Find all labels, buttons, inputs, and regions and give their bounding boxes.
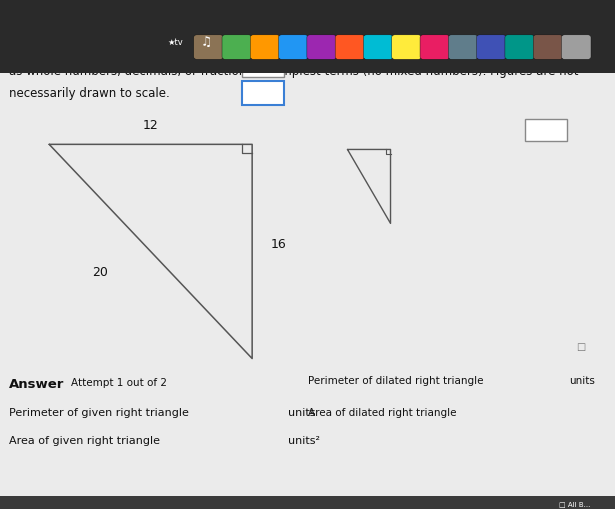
Text: 20: 20 xyxy=(92,266,108,279)
Text: units²: units² xyxy=(288,435,320,445)
FancyBboxPatch shape xyxy=(477,36,506,60)
Text: 16: 16 xyxy=(271,238,287,251)
FancyBboxPatch shape xyxy=(533,36,563,60)
FancyBboxPatch shape xyxy=(561,36,591,60)
FancyBboxPatch shape xyxy=(420,36,450,60)
FancyBboxPatch shape xyxy=(194,36,223,60)
Text: Area of dilated right triangle: Area of dilated right triangle xyxy=(308,407,456,417)
FancyBboxPatch shape xyxy=(279,36,308,60)
Text: The right triangle below is dilated by a scale factor of ¹⁄₄. Find the perimeter: The right triangle below is dilated by a… xyxy=(9,20,615,33)
Text: units: units xyxy=(288,407,315,417)
Text: □ All B...: □ All B... xyxy=(559,500,590,506)
FancyBboxPatch shape xyxy=(242,82,284,105)
Bar xyxy=(0,0,615,74)
Text: Perimeter of given right triangle: Perimeter of given right triangle xyxy=(9,407,189,417)
FancyBboxPatch shape xyxy=(392,36,421,60)
Text: Perimeter of dilated right triangle: Perimeter of dilated right triangle xyxy=(308,375,483,385)
Text: necessarily drawn to scale.: necessarily drawn to scale. xyxy=(9,87,170,99)
Bar xyxy=(0,74,615,496)
Text: □: □ xyxy=(576,341,586,351)
FancyBboxPatch shape xyxy=(335,36,365,60)
Text: ★tv: ★tv xyxy=(167,38,183,47)
Bar xyxy=(0,496,615,509)
Text: Attempt 1 out of 2: Attempt 1 out of 2 xyxy=(71,378,167,388)
Text: units: units xyxy=(569,375,595,385)
FancyBboxPatch shape xyxy=(363,36,393,60)
Text: Area of given right triangle: Area of given right triangle xyxy=(9,435,161,445)
Text: ♫: ♫ xyxy=(200,37,212,49)
Text: Answer: Answer xyxy=(9,378,65,390)
FancyBboxPatch shape xyxy=(525,120,567,142)
FancyBboxPatch shape xyxy=(505,36,534,60)
FancyBboxPatch shape xyxy=(448,36,478,60)
Text: triangle below, as well as the perimeter and area of the dilated right triangle.: triangle below, as well as the perimeter… xyxy=(9,43,603,56)
FancyBboxPatch shape xyxy=(242,54,284,77)
FancyBboxPatch shape xyxy=(222,36,252,60)
Text: 12: 12 xyxy=(143,119,159,131)
Text: as whole numbers, decimals, or fractions in simplest terms (no mixed numbers). F: as whole numbers, decimals, or fractions… xyxy=(9,65,579,78)
FancyBboxPatch shape xyxy=(250,36,280,60)
FancyBboxPatch shape xyxy=(307,36,336,60)
